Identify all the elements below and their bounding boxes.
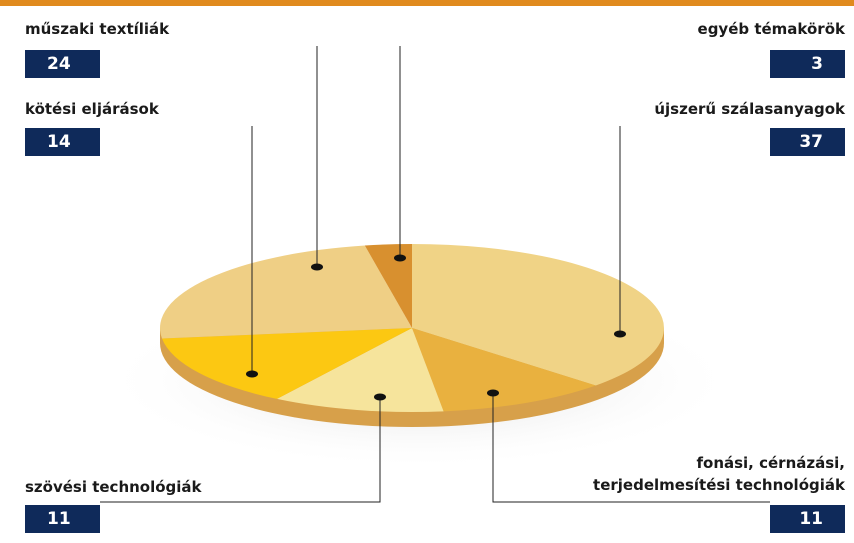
leader-dot xyxy=(374,393,386,401)
pie-slice xyxy=(364,244,412,328)
leader-line xyxy=(492,393,770,503)
top-bar xyxy=(0,0,854,6)
pie-slice xyxy=(276,328,444,413)
value-label: 11 xyxy=(25,505,100,533)
pie xyxy=(160,244,664,427)
value-label: 14 xyxy=(25,128,100,156)
leader-dot xyxy=(246,370,258,378)
leader-dot xyxy=(311,263,323,271)
category-label: újszerű szálasanyagok xyxy=(654,100,845,118)
leaders xyxy=(100,46,770,503)
value-label: 37 xyxy=(770,128,845,156)
pie-slice xyxy=(161,328,412,399)
value-label: 11 xyxy=(770,505,845,533)
value-label: 24 xyxy=(25,50,100,78)
value-label: 3 xyxy=(770,50,845,78)
category-label: kötési eljárások xyxy=(25,100,159,118)
pie-slice xyxy=(412,244,664,386)
pie-slice xyxy=(412,328,596,412)
leader-dot xyxy=(614,330,626,338)
category-label: műszaki textíliák xyxy=(25,20,170,38)
leader-dot xyxy=(394,254,406,262)
pie-slice xyxy=(160,245,412,339)
leader-dot xyxy=(487,389,499,397)
category-label: szövési technológiák xyxy=(25,478,202,496)
category-label: egyéb témakörök xyxy=(697,20,845,38)
category-label: fonási, cérnázási, terjedelmesítési tech… xyxy=(593,454,845,494)
leader-line xyxy=(100,397,381,503)
